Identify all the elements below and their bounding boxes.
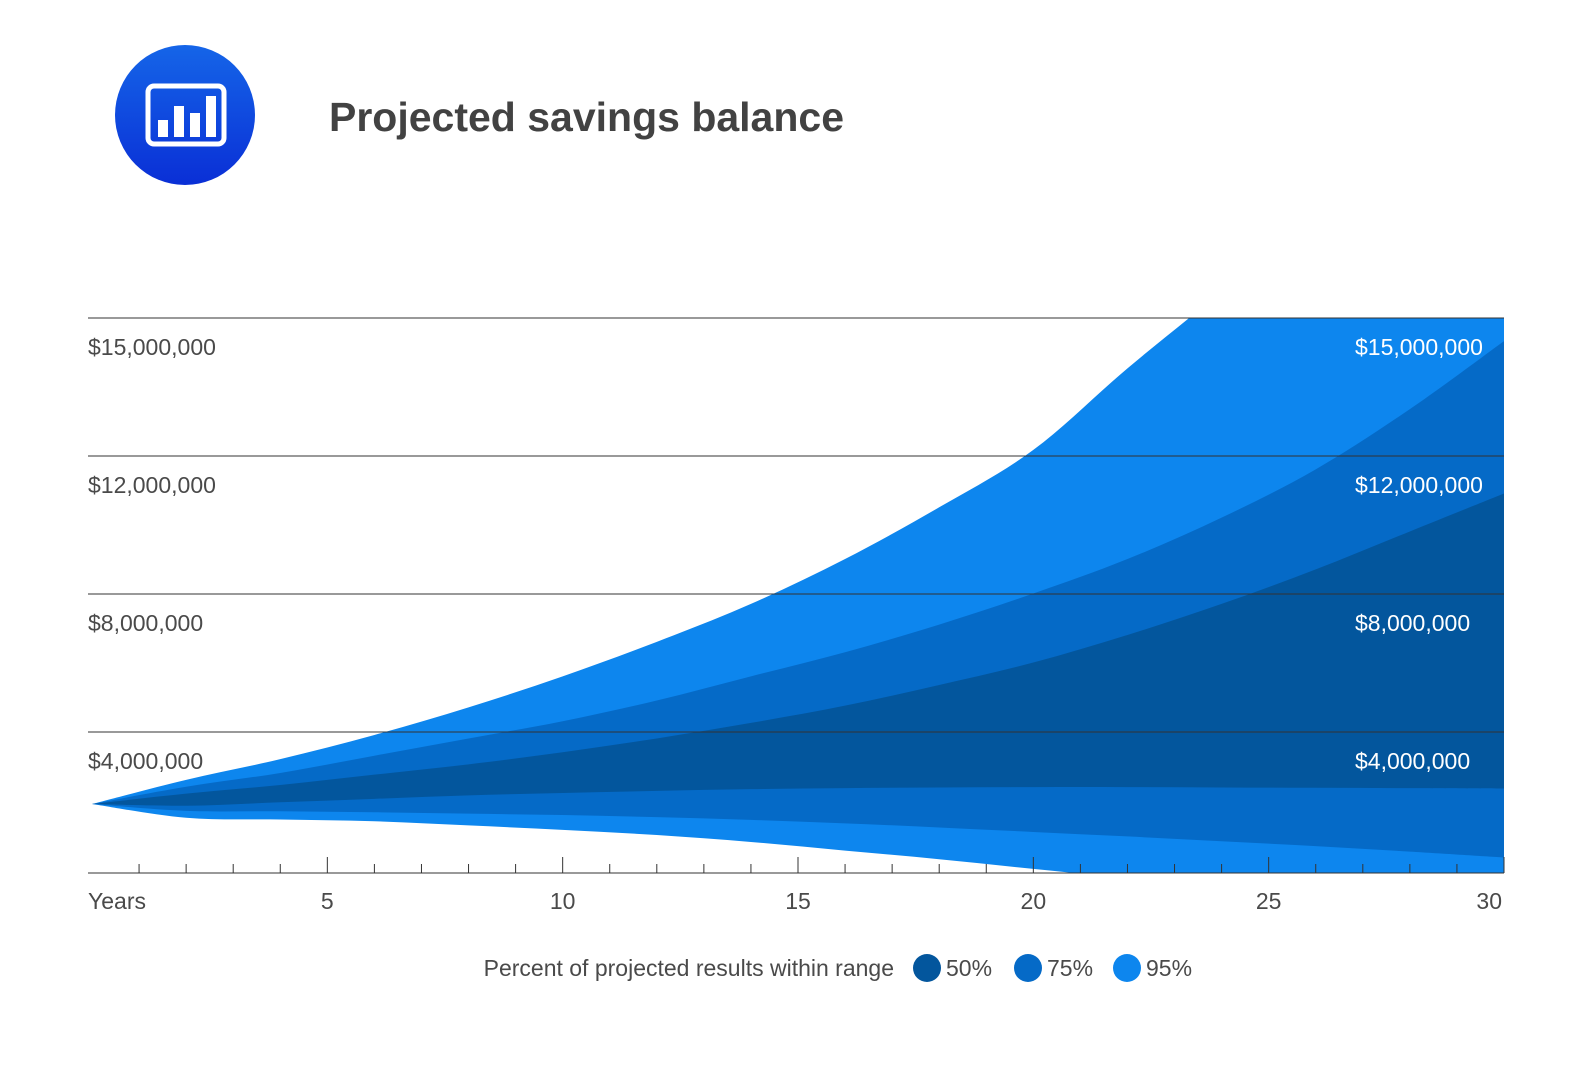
legend-swatch-75 [1014, 954, 1042, 982]
x-tick-label: 5 [321, 888, 334, 914]
y-axis-labels-right: $15,000,000 $12,000,000 $8,000,000 $4,000,0… [1355, 334, 1483, 774]
legend-swatch-50 [913, 954, 941, 982]
legend-title: Percent of projected results within rang… [484, 955, 894, 981]
x-tick-label: 10 [550, 888, 576, 914]
y-tick-label-left: $15,000,000 [88, 334, 216, 360]
x-tick-label: 30 [1476, 888, 1502, 914]
y-tick-label-left: $8,000,000 [88, 610, 203, 636]
legend-label-75: 75% [1047, 955, 1093, 981]
x-tick-label: 15 [785, 888, 811, 914]
legend: Percent of projected results within rang… [484, 954, 1192, 982]
page-title: Projected savings balance [329, 94, 844, 140]
y-tick-label-left: $4,000,000 [88, 748, 203, 774]
band-50-area [92, 493, 1504, 806]
area-bands [92, 318, 1504, 873]
x-tick-label: 25 [1256, 888, 1282, 914]
legend-label-50: 50% [946, 955, 992, 981]
x-axis: 5 10 15 20 25 30 [138, 857, 1505, 914]
y-axis-labels-left: $15,000,000 $12,000,000 $8,000,000 $4,000,0… [88, 334, 216, 774]
legend-label-95: 95% [1146, 955, 1192, 981]
y-tick-label-right: $4,000,000 [1355, 748, 1470, 774]
x-axis-title: Years [88, 888, 146, 914]
y-tick-label-right: $15,000,000 [1355, 334, 1483, 360]
y-tick-label-right: $12,000,000 [1355, 472, 1483, 498]
gridlines [88, 317, 1504, 874]
x-tick-label: 20 [1021, 888, 1047, 914]
legend-swatch-95 [1113, 954, 1141, 982]
y-tick-label-right: $8,000,000 [1355, 610, 1470, 636]
y-tick-label-left: $12,000,000 [88, 472, 216, 498]
bar-chart-icon [115, 45, 255, 185]
